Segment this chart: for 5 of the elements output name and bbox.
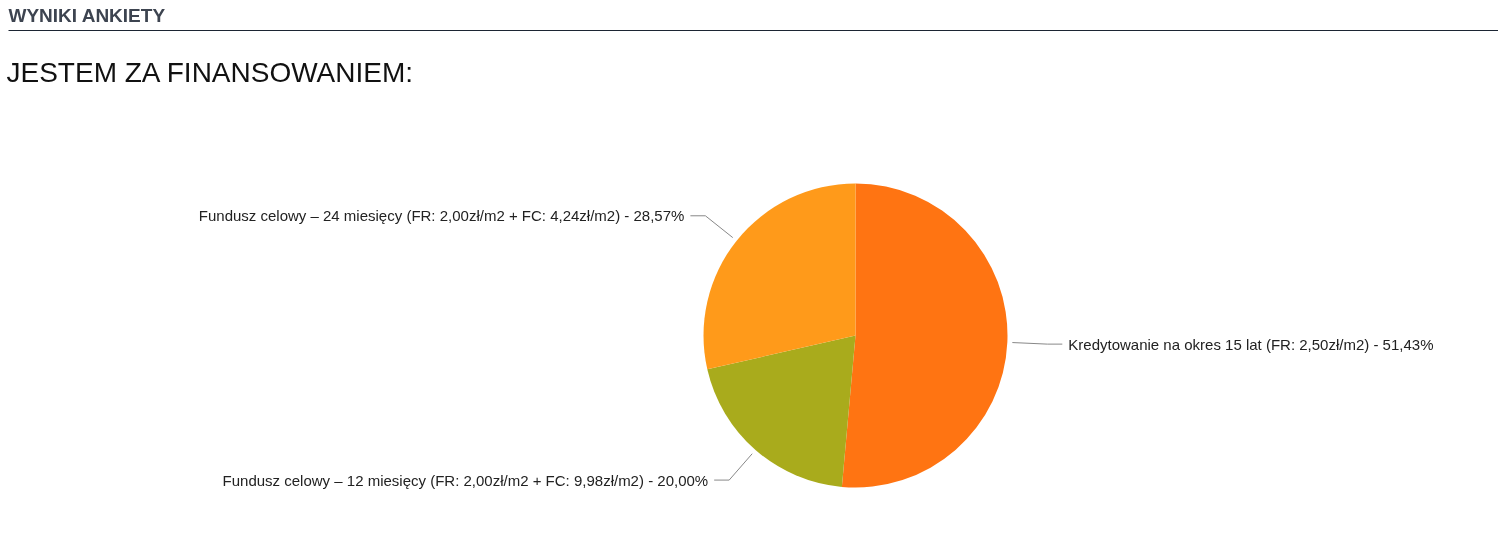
slice-label: Fundusz celowy – 12 miesięcy (FR: 2,00zł/m2 + FC: 9,98zł/m2) - 20,00% [222,471,709,489]
chart-subtitle: JESTEM ZA FINANSOWANIEM: [6,56,414,88]
slice-label: Kredytowanie na okres 15 lat (FR: 2,50zł/m2) - 51,43% [1068,335,1434,353]
chart-title: WYNIKI ANKIETY [8,4,166,26]
slice-label: Fundusz celowy – 24 miesięcy (FR: 2,00zł/m2 + FC: 4,24zł/m2) - 28,57% [198,207,685,225]
